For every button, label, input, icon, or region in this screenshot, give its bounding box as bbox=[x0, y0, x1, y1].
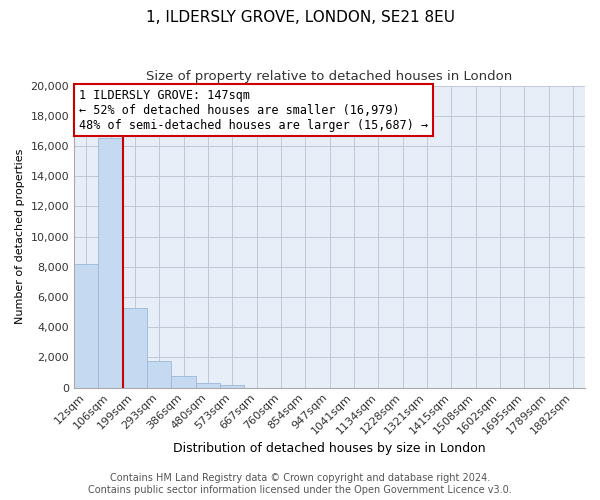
X-axis label: Distribution of detached houses by size in London: Distribution of detached houses by size … bbox=[173, 442, 486, 455]
Text: Contains HM Land Registry data © Crown copyright and database right 2024.
Contai: Contains HM Land Registry data © Crown c… bbox=[88, 474, 512, 495]
Bar bbox=[196, 384, 220, 388]
Bar bbox=[74, 264, 98, 388]
Bar bbox=[123, 308, 147, 388]
Title: Size of property relative to detached houses in London: Size of property relative to detached ho… bbox=[146, 70, 512, 83]
Bar bbox=[98, 138, 123, 388]
Bar bbox=[220, 384, 244, 388]
Bar bbox=[147, 361, 172, 388]
Bar bbox=[172, 376, 196, 388]
Text: 1 ILDERSLY GROVE: 147sqm
← 52% of detached houses are smaller (16,979)
48% of se: 1 ILDERSLY GROVE: 147sqm ← 52% of detach… bbox=[79, 88, 428, 132]
Y-axis label: Number of detached properties: Number of detached properties bbox=[15, 149, 25, 324]
Text: 1, ILDERSLY GROVE, LONDON, SE21 8EU: 1, ILDERSLY GROVE, LONDON, SE21 8EU bbox=[146, 10, 455, 25]
